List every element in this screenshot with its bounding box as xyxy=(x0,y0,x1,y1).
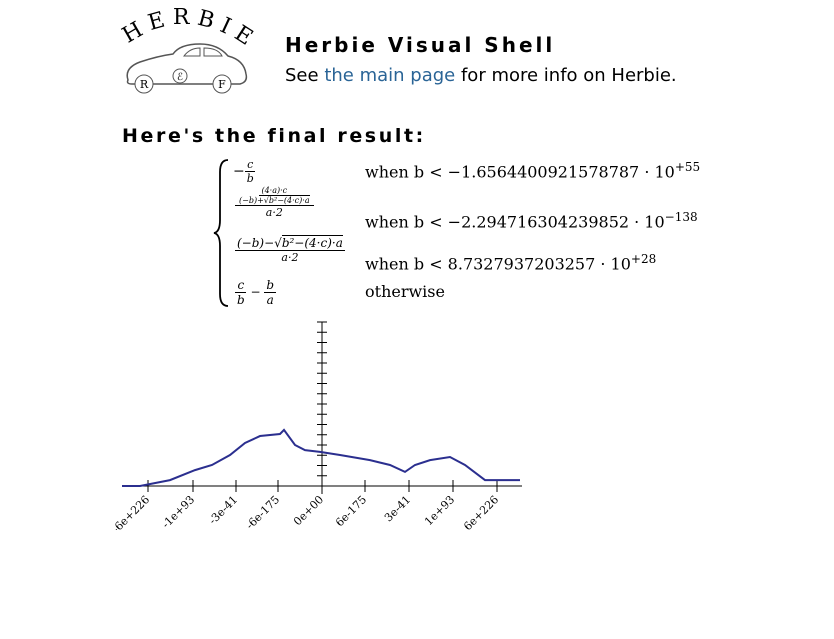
x-tick-label: 6e-175 xyxy=(333,493,369,529)
exponent: +55 xyxy=(674,160,701,174)
car-windows xyxy=(182,47,223,57)
x-tick-label: 3e-41 xyxy=(382,493,413,524)
numerator: b xyxy=(264,278,277,293)
condition: when b < 8.7327937203257 · 10 xyxy=(365,254,631,274)
logo: HERBIE R ℰ F xyxy=(118,8,258,94)
case-expr: − c b xyxy=(233,158,256,185)
denominator: b xyxy=(246,172,254,185)
exponent: +28 xyxy=(630,252,657,266)
main-page-link[interactable]: the main page xyxy=(324,65,456,86)
intro: See the main page for more info on Herbi… xyxy=(285,65,677,86)
intro-text: See xyxy=(285,65,319,86)
case-expr: (4·a)·c (−b)+√b²−(4·c)·a a·2 xyxy=(235,186,314,219)
title: Herbie Visual Shell xyxy=(285,33,556,57)
x-tick-label: 6e+226 xyxy=(461,493,501,530)
logo-text-path: HERBIE xyxy=(118,8,256,55)
brace xyxy=(213,159,229,307)
sign: − xyxy=(233,163,245,180)
radicand: b²−(4·c)·a xyxy=(281,235,343,250)
case-expr: (−b)−√b²−(4·c)·a a·2 xyxy=(235,235,345,264)
operator: − xyxy=(250,285,261,299)
text: (−b)− xyxy=(237,236,275,250)
error-line xyxy=(122,428,520,487)
denominator: a·2 xyxy=(281,251,299,264)
denominator: a·2 xyxy=(265,206,283,219)
error-chart: -6e+226 -1e+93 -3e-41 -6e-175 0e+00 6e-175 3e-… xyxy=(110,321,522,530)
numerator: c xyxy=(235,278,247,293)
denominator: a xyxy=(266,293,274,307)
badge-letter: R xyxy=(140,78,149,91)
case-condition: when b < 8.7327937203257 · 10+28 xyxy=(365,252,656,273)
radicand: b²−(4·c)·a xyxy=(268,195,310,205)
section-heading: Here's the final result: xyxy=(122,125,426,147)
x-tick-label: -6e-175 xyxy=(243,493,282,530)
badge xyxy=(172,68,188,84)
case-condition: when b < −2.294716304239852 · 10−138 xyxy=(365,210,698,231)
logo-text: HERBIE xyxy=(118,8,258,55)
text: (−b)+ xyxy=(239,196,264,205)
badge xyxy=(134,74,154,94)
badge xyxy=(212,74,232,94)
x-tick-label: -3e-41 xyxy=(206,493,240,527)
condition: when b < −2.294716304239852 · 10 xyxy=(365,212,665,232)
x-tick-label: -1e+93 xyxy=(159,493,197,530)
numerator: c xyxy=(245,158,256,172)
denominator: b xyxy=(237,293,245,307)
badge-letter: F xyxy=(218,78,226,91)
x-tick-label: -6e+226 xyxy=(110,493,152,530)
x-tick-label: 0e+00 xyxy=(291,493,326,528)
x-tick-label: 1e+93 xyxy=(422,493,457,528)
badge-letter: ℰ xyxy=(177,72,183,83)
condition: when b < −1.6564400921578787 · 10 xyxy=(365,162,675,182)
case-condition: when b < −1.6564400921578787 · 10+55 xyxy=(365,160,700,181)
car-body xyxy=(126,43,248,85)
intro-text: for more info on Herbie. xyxy=(460,65,677,86)
case-condition: otherwise xyxy=(365,282,445,301)
numerator: (4·a)·c xyxy=(259,186,290,196)
exponent: −138 xyxy=(664,210,698,224)
condition: otherwise xyxy=(365,282,445,301)
